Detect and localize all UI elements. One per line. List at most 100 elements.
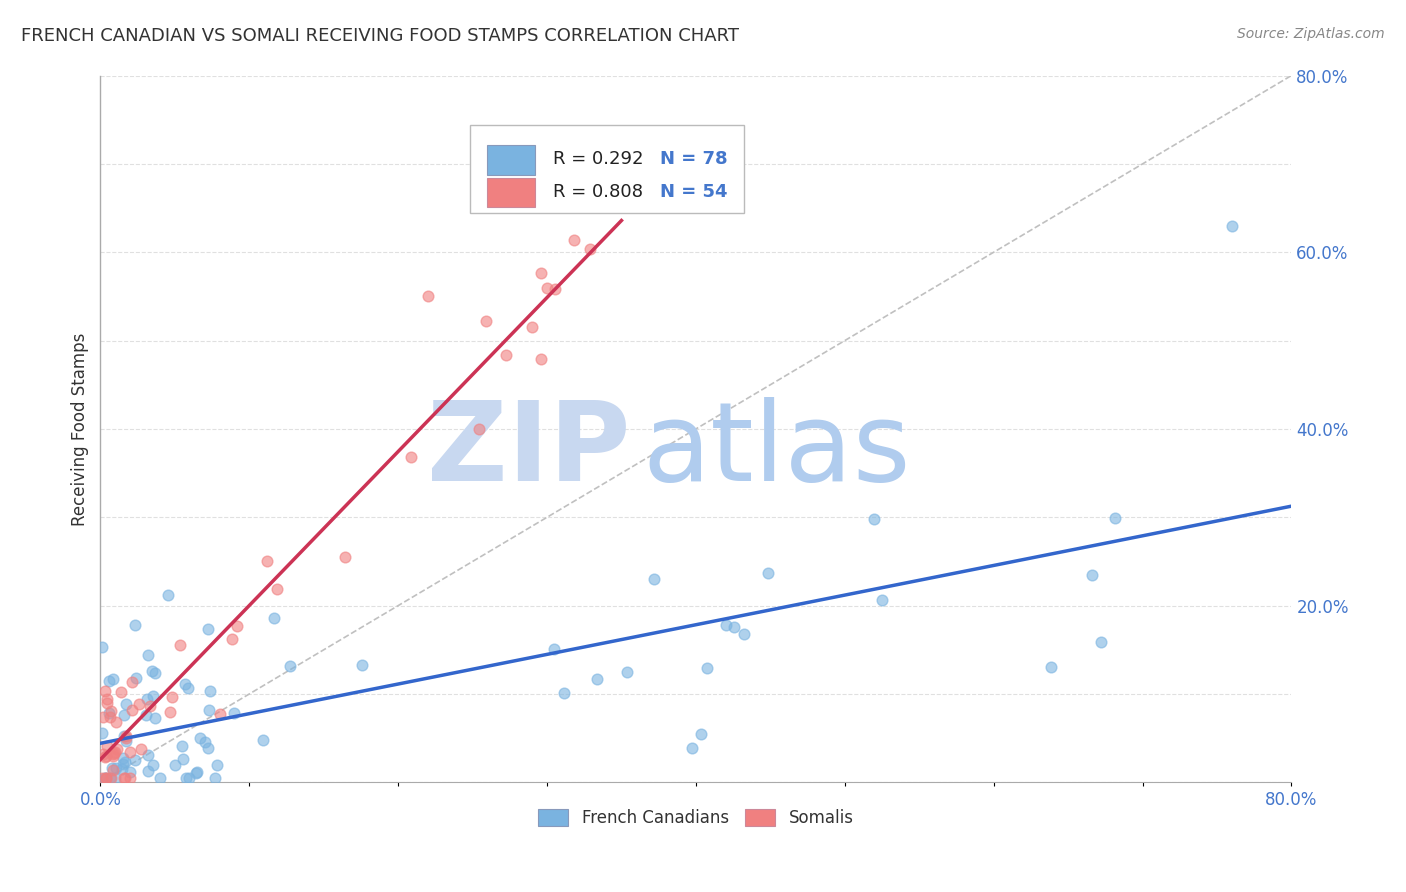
Point — [696, 661, 718, 675]
Point — [188, 731, 211, 745]
Point — [174, 771, 197, 785]
Point — [94, 771, 117, 785]
Point — [156, 588, 179, 602]
Point — [579, 242, 602, 256]
Point — [136, 764, 159, 778]
Point — [112, 730, 135, 744]
Point — [101, 749, 124, 764]
Point — [205, 758, 228, 772]
Point — [142, 758, 165, 772]
Point — [100, 771, 122, 785]
FancyBboxPatch shape — [470, 125, 744, 213]
Point — [1080, 567, 1102, 582]
Point — [94, 771, 117, 785]
Point — [562, 234, 585, 248]
Point — [142, 689, 165, 703]
Point — [177, 681, 200, 695]
Point — [120, 745, 142, 759]
Point — [1220, 219, 1243, 233]
Point — [139, 699, 162, 714]
Point — [90, 797, 112, 812]
Legend: French Canadians, Somalis: French Canadians, Somalis — [531, 803, 860, 834]
Point — [256, 554, 278, 568]
Text: N = 78: N = 78 — [661, 151, 728, 169]
Point — [221, 632, 243, 646]
Point — [198, 684, 221, 698]
Point — [350, 658, 373, 673]
Point — [96, 696, 118, 710]
Point — [475, 314, 498, 328]
Point — [335, 549, 357, 564]
Point — [91, 747, 114, 761]
Text: N = 54: N = 54 — [661, 183, 728, 201]
Text: R = 0.292: R = 0.292 — [553, 151, 644, 169]
Point — [616, 665, 638, 680]
Point — [543, 282, 565, 296]
Point — [1104, 511, 1126, 525]
Point — [115, 697, 138, 711]
Text: atlas: atlas — [643, 397, 911, 504]
Point — [93, 771, 115, 785]
Point — [90, 771, 112, 785]
Y-axis label: Receiving Food Stamps: Receiving Food Stamps — [72, 332, 89, 525]
Point — [136, 692, 159, 706]
Point — [399, 450, 422, 464]
Point — [160, 690, 183, 704]
Point — [159, 706, 181, 720]
Point — [101, 747, 124, 762]
Point — [94, 748, 117, 763]
Text: ZIP: ZIP — [427, 397, 630, 504]
Point — [194, 735, 217, 749]
Point — [110, 684, 132, 698]
Point — [689, 726, 711, 740]
Point — [128, 697, 150, 711]
Point — [124, 753, 146, 767]
Point — [104, 761, 127, 775]
Point — [104, 771, 127, 785]
Point — [170, 739, 193, 754]
Point — [120, 771, 142, 785]
Point — [136, 648, 159, 662]
Point — [120, 765, 142, 780]
Point — [733, 626, 755, 640]
Point — [173, 677, 195, 691]
Point — [862, 512, 884, 526]
Point — [90, 725, 112, 739]
Bar — [488, 178, 536, 208]
Point — [101, 761, 124, 775]
Point — [143, 666, 166, 681]
Point — [530, 267, 553, 281]
Point — [96, 691, 118, 706]
Point — [536, 280, 558, 294]
Text: FRENCH CANADIAN VS SOMALI RECEIVING FOOD STAMPS CORRELATION CHART: FRENCH CANADIAN VS SOMALI RECEIVING FOOD… — [21, 27, 740, 45]
Point — [90, 640, 112, 654]
Point — [121, 674, 143, 689]
Point — [553, 685, 575, 699]
Point — [115, 729, 138, 743]
Point — [225, 618, 247, 632]
Point — [114, 756, 136, 770]
Point — [111, 757, 134, 772]
Point — [143, 711, 166, 725]
Point — [114, 731, 136, 745]
Point — [585, 672, 607, 686]
Point — [135, 707, 157, 722]
Point — [96, 739, 118, 753]
Point — [112, 708, 135, 723]
Point — [93, 710, 115, 724]
Point — [98, 706, 121, 720]
Point — [723, 620, 745, 634]
Point — [252, 733, 274, 747]
Point — [543, 642, 565, 657]
Point — [101, 673, 124, 687]
Point — [278, 659, 301, 673]
Point — [149, 771, 172, 785]
Point — [186, 765, 208, 780]
Point — [111, 762, 134, 776]
Point — [208, 707, 231, 722]
Point — [224, 706, 246, 720]
Point — [714, 617, 737, 632]
Point — [100, 704, 122, 718]
Point — [197, 623, 219, 637]
Point — [179, 771, 201, 785]
